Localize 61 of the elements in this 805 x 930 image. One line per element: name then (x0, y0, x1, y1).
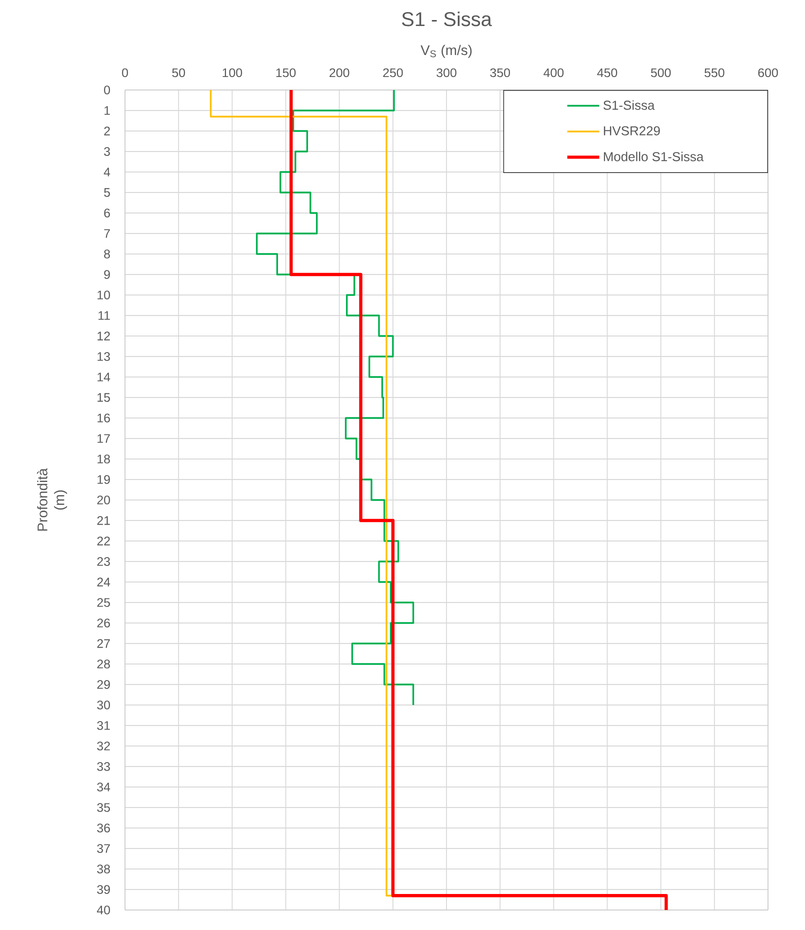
y-tick-label: 1 (104, 106, 110, 115)
y-tick-label: 32 (97, 742, 110, 750)
y-tick-label: 34 (97, 782, 110, 792)
x-tick-label: 250 (383, 68, 403, 78)
y-tick-label: 33 (97, 762, 110, 771)
x-tick-label: 0 (122, 68, 128, 78)
x-tick-label: 400 (544, 68, 564, 78)
y-tick-label: 14 (98, 372, 110, 382)
y-tick-label: 23 (97, 557, 110, 566)
y-tick-label: 16 (98, 414, 110, 422)
y-tick-label: 25 (97, 598, 110, 607)
x-tick-label: 500 (650, 68, 671, 78)
chart-title: S1 - Sissa (402, 12, 492, 26)
y-tick-label: 6 (104, 208, 110, 218)
y-tick-label: 20 (97, 496, 110, 504)
y-tick-label: 26 (97, 618, 110, 628)
x-tick-label: 150 (276, 68, 296, 78)
y-tick-label: 27 (97, 639, 110, 648)
x-tick-label: 450 (597, 68, 618, 78)
legend-label: Modello S1-Sissa (604, 152, 704, 162)
x-tick-label: 200 (330, 68, 350, 78)
y-tick-label: 29 (97, 680, 110, 689)
x-tick-label: 600 (758, 68, 778, 78)
y-tick-label: 2 (104, 126, 110, 136)
y-tick-label: 22 (97, 536, 110, 546)
y-tick-label: 37 (97, 844, 110, 853)
legend-label: S1-Sissa (603, 100, 655, 110)
x-tick-label: 50 (172, 68, 186, 78)
y-tick-label: 9 (104, 270, 110, 279)
y-tick-label: 0 (104, 86, 110, 94)
x-tick-label: 300 (436, 68, 456, 78)
y-tick-label: 39 (97, 885, 110, 894)
y-tick-label: 13 (98, 352, 110, 361)
line-series (256, 90, 414, 706)
y-tick-label: 28 (97, 660, 110, 668)
y-tick-label: 19 (98, 475, 110, 484)
y-tick-label: 21 (97, 516, 110, 525)
y-tick-label: 10 (98, 290, 110, 300)
y-tick-label: 18 (98, 454, 110, 464)
y-tick-label: 4 (104, 168, 110, 176)
y-tick-label: 8 (104, 250, 110, 258)
y-tick-label: 24 (97, 578, 110, 586)
y-tick-label: 36 (97, 824, 110, 832)
y-tick-label: 11 (98, 311, 110, 320)
y-tick-label: 5 (104, 188, 110, 197)
x-tick-label: 100 (222, 68, 242, 78)
y-tick-label: 40 (96, 906, 110, 914)
y-tick-label: 38 (97, 864, 110, 874)
x-tick-label: 350 (490, 68, 510, 78)
y-tick-label: 3 (104, 147, 110, 156)
x-tick-label: 550 (704, 68, 724, 78)
y-tick-label: 17 (98, 434, 110, 443)
y-tick-label: 30 (97, 700, 110, 710)
y-tick-label: 31 (97, 721, 110, 730)
y-tick-label: 15 (98, 393, 110, 402)
y-tick-label: 7 (104, 229, 110, 238)
y-axis-title: Profondità (m) (36, 468, 68, 531)
x-axis-title: V$_{S}$ (m/s) (420, 44, 472, 58)
legend-label: HVSR229 (604, 126, 660, 136)
y-tick-label: 35 (97, 803, 110, 812)
y-tick-label: 12 (98, 332, 110, 340)
